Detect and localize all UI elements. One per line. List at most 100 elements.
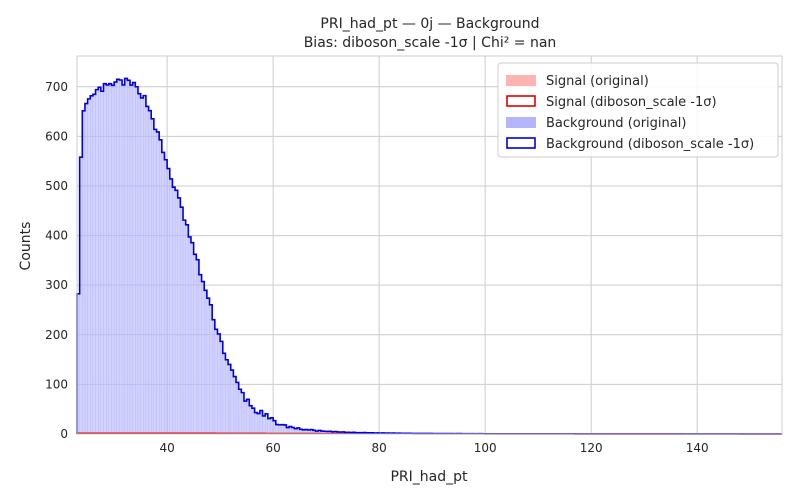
background-bar [243,400,247,435]
background-bar [280,424,284,435]
background-bar [180,207,184,435]
background-bar [103,83,107,435]
legend-label: Background (original) [546,116,686,131]
background-bar [156,131,160,435]
background-bar [174,190,178,435]
background-bar [230,369,234,435]
background-bar [98,87,102,435]
x-tick-label: 120 [580,441,603,455]
legend-swatch [506,95,536,107]
legend-swatch [506,117,536,128]
background-bar [222,353,226,435]
background-bar [116,79,120,435]
y-axis-label: Counts [18,222,34,271]
background-bar [153,129,157,435]
legend: Signal (original) Signal (diboson_scale -… [497,62,779,158]
background-bar [209,304,213,435]
background-bar [206,298,210,435]
background-bar [177,197,181,435]
background-bar [225,359,229,435]
background-bar [137,93,141,435]
background-bar [121,84,125,435]
y-tick-label: 500 [45,179,68,193]
background-bar [233,376,237,435]
legend-label: Signal (diboson_scale -1σ) [546,95,717,110]
legend-swatch [506,137,536,149]
background-bar [172,187,176,435]
plot-frame [76,55,783,435]
background-bar [193,254,197,435]
background-bar [129,84,133,435]
tick-labels: 40 60 80 100 120 140 0 100 200 300 400 500 600 700 [45,80,709,455]
y-tick-label: 600 [45,129,68,143]
legend-label: Signal (original) [546,74,649,89]
background-bar [212,319,215,435]
y-tick-label: 400 [45,229,68,243]
background-bar [100,91,104,435]
y-tick-label: 0 [60,427,68,441]
background-bar [166,168,170,435]
background-bar [214,329,218,435]
background-bar [148,110,152,435]
y-tick-label: 300 [45,278,68,292]
background-bar [143,95,147,435]
background-bar [164,159,168,435]
y-tick-label: 700 [45,80,68,94]
background-bar [90,95,94,435]
background-bar [111,85,115,435]
background-bar [87,98,91,435]
chart-subtitle: Bias: diboson_scale -1σ | Chi² = nan [304,35,557,51]
legend-box [497,62,779,158]
background-bar [159,139,162,435]
legend-label: Background (diboson_scale -1σ) [546,137,754,152]
background-bar [82,110,86,435]
background-bar [238,389,242,435]
legend-swatch [506,75,536,86]
background-bar [119,79,123,435]
x-tick-label: 40 [159,441,174,455]
background-bar [262,415,266,435]
x-tick-label: 140 [686,441,709,455]
background-bar [278,424,282,435]
y-tick-label: 200 [45,328,68,342]
background-bar [275,424,279,435]
chart-title: PRI_had_pt — 0j — Background [320,16,539,32]
background-bar [227,364,231,435]
background-bar [249,405,253,435]
x-axis-label: PRI_had_pt [390,469,468,485]
background-bar [135,86,139,435]
background-bar [267,418,271,435]
background-bar [235,382,239,435]
background-bar [188,236,192,435]
background-bar [169,178,173,435]
background-bar [161,152,165,435]
background-bar [198,274,202,435]
background-bar [132,82,136,435]
background-bar [185,224,189,435]
background-bar [217,333,221,435]
background-bar [204,290,208,435]
background-bar [190,242,194,435]
background-bar [254,412,258,435]
background-bar [151,118,155,435]
background-bar [95,89,99,435]
background-bar [196,259,200,435]
background-bar [84,103,88,435]
background-bar [92,94,96,435]
histogram-bars [76,78,783,435]
background-bar [127,80,131,435]
x-tick-label: 60 [265,441,280,455]
background-bar [113,81,117,435]
y-tick-label: 100 [45,377,68,391]
background-bar [108,83,112,435]
background-bar [182,219,186,435]
background-bar [257,413,261,435]
x-tick-label: 100 [474,441,497,455]
background-bar [145,106,149,435]
background-bar [219,341,223,435]
background-bar [201,281,205,435]
background-bar [106,84,109,435]
background-bar [140,97,144,435]
background-bar [124,78,128,435]
